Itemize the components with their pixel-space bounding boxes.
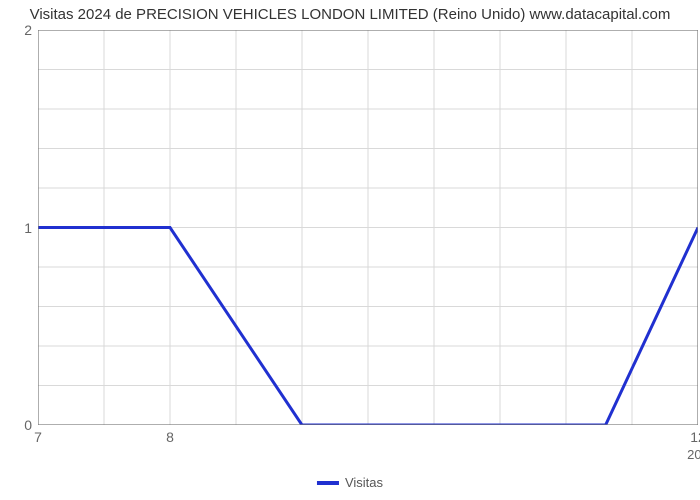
chart-title: Visitas 2024 de PRECISION VEHICLES LONDO… (0, 6, 700, 23)
chart-container: Visitas 2024 de PRECISION VEHICLES LONDO… (0, 0, 700, 500)
y-tick-label: 2 (16, 22, 32, 38)
x-sub-label: 202 (687, 447, 700, 462)
plot-svg (38, 30, 698, 425)
legend-text: Visitas (345, 475, 383, 490)
legend-swatch (317, 481, 339, 485)
y-tick-label: 1 (16, 220, 32, 236)
plot-area (38, 30, 698, 425)
legend: Visitas (317, 475, 383, 490)
x-tick-label: 8 (166, 429, 174, 445)
x-tick-label: 7 (34, 429, 42, 445)
y-tick-label: 0 (16, 417, 32, 433)
x-tick-label: 12 (690, 429, 700, 445)
